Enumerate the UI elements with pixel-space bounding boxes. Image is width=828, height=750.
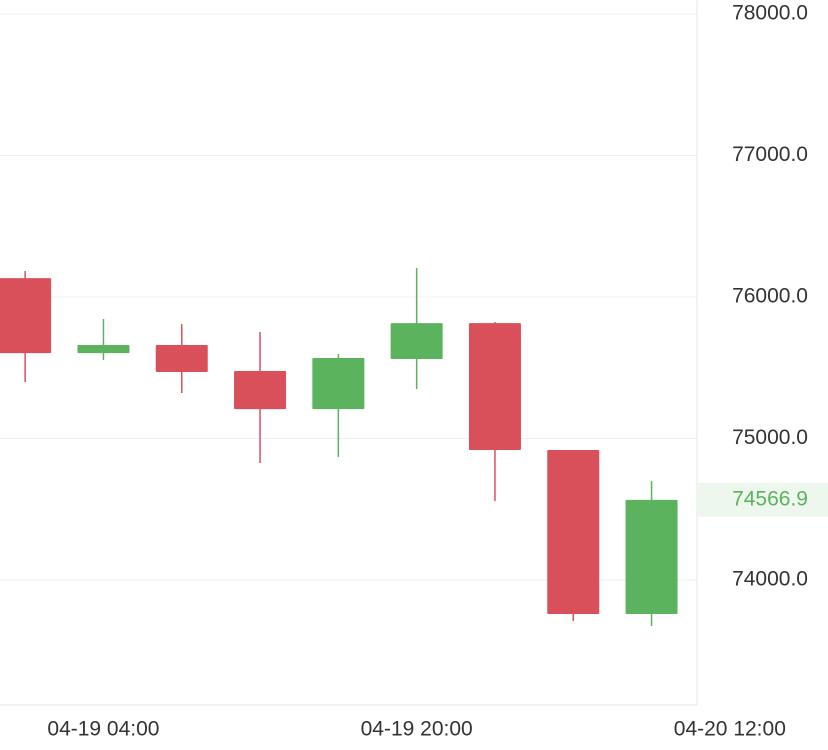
candle-body <box>625 499 678 615</box>
y-tick-label: 77000.0 <box>732 143 808 166</box>
y-tick-label: 75000.0 <box>732 426 808 449</box>
x-tick-label: 04-19 20:00 <box>361 718 473 741</box>
x-tick-label: 04-19 04:00 <box>47 718 159 741</box>
candle-body <box>468 323 521 450</box>
price-tag-bg <box>698 482 828 517</box>
candle-body <box>155 345 208 373</box>
candle-body <box>547 450 600 615</box>
y-tick-label: 78000.0 <box>732 2 808 25</box>
candle-body <box>312 358 365 410</box>
x-tick-label: 04-20 12:00 <box>674 718 786 741</box>
candle-body <box>0 278 52 354</box>
current-price-label: 74566.9 <box>732 487 808 510</box>
y-tick-label: 76000.0 <box>732 285 808 308</box>
candle-body <box>390 323 443 360</box>
candle-body <box>234 371 287 410</box>
y-tick-label: 74000.0 <box>732 568 808 591</box>
candle-body <box>77 345 130 354</box>
